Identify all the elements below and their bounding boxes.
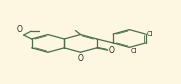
Text: O: O <box>77 54 83 63</box>
Text: O: O <box>16 25 22 35</box>
Text: Cl: Cl <box>147 31 153 37</box>
Text: Cl: Cl <box>131 48 137 54</box>
Text: O: O <box>109 46 115 55</box>
